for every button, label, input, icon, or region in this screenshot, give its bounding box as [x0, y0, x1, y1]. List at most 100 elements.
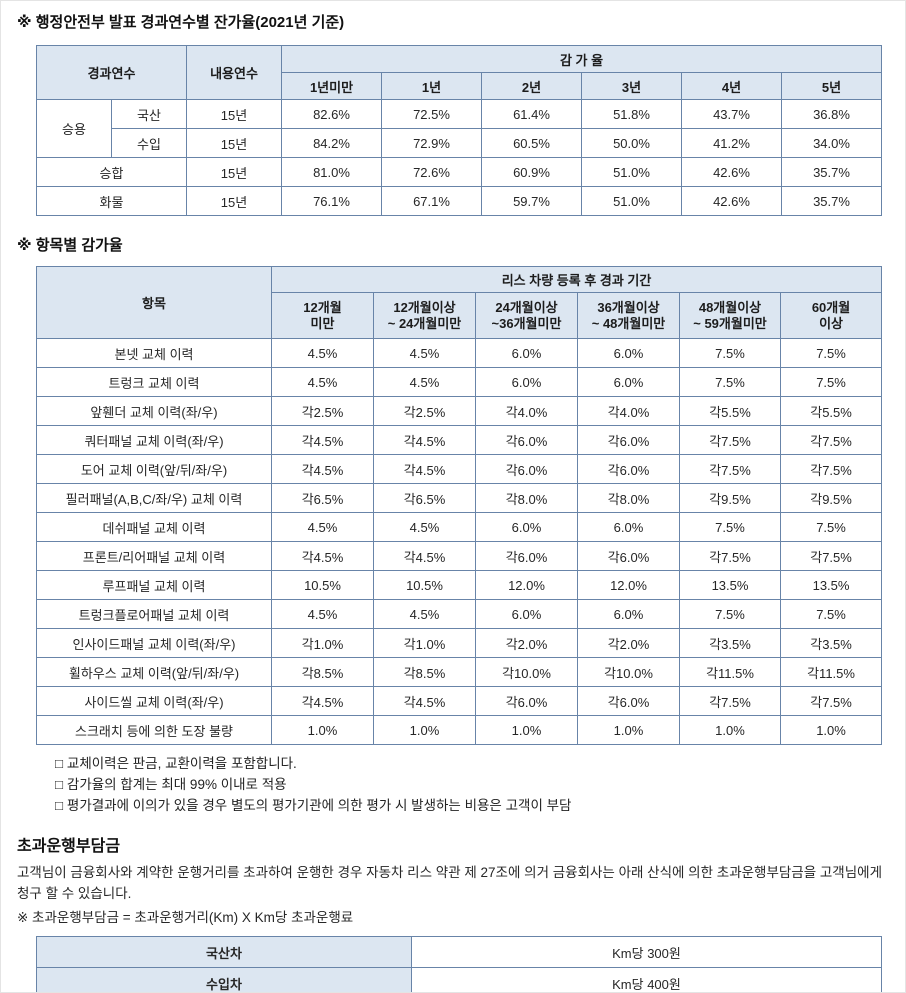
rate-cell: 7.5% [779, 338, 883, 368]
rate-cell: 61.4% [481, 99, 582, 129]
rate-cell: 84.2% [281, 128, 382, 158]
item-label: 트렁크 교체 이력 [36, 367, 272, 397]
rate-cell: 4.5% [271, 512, 374, 542]
rate-cell: 각4.5% [373, 686, 476, 716]
rate-cell: 1.0% [779, 715, 883, 745]
table-row: 앞휀더 교체 이력(좌/우) 각2.5% 각2.5% 각4.0% 각4.0% 각… [36, 396, 883, 426]
rate-cell: 각10.0% [577, 657, 680, 687]
rate-cell: 1.0% [373, 715, 476, 745]
header-period: 2년 [481, 72, 582, 100]
rate-cell: 7.5% [779, 367, 883, 397]
rate-cell: 4.5% [373, 367, 476, 397]
rate-cell: 1.0% [475, 715, 578, 745]
rate-cell: 각2.0% [475, 628, 578, 658]
table-row: 수입 15년 84.2% 72.9% 60.5% 50.0% 41.2% 34.… [37, 128, 883, 158]
rate-cell: 각4.5% [373, 425, 476, 455]
table-row: 스크래치 등에 의한 도장 불량 1.0% 1.0% 1.0% 1.0% 1.0… [36, 715, 883, 745]
rate-cell: 각1.0% [271, 628, 374, 658]
item-label: 도어 교체 이력(앞/뒤/좌/우) [36, 454, 272, 484]
charge-per-km: Km당 300원 [411, 936, 882, 968]
rate-cell: 6.0% [475, 512, 578, 542]
rate-cell: 각9.5% [679, 483, 781, 513]
item-label: 프론트/리어패널 교체 이력 [36, 541, 272, 571]
item-depreciation-section-title: ※ 항목별 감가율 [17, 237, 123, 254]
rate-cell: 1.0% [271, 715, 374, 745]
rate-cell: 각6.0% [475, 425, 578, 455]
rate-cell: 각10.0% [475, 657, 578, 687]
excess-table-body: 국산차 Km당 300원 수입차 Km당 400원 [36, 936, 882, 992]
rate-cell: 4.5% [271, 367, 374, 397]
rate-cell: 4.5% [373, 338, 476, 368]
rate-cell: 각6.0% [577, 454, 680, 484]
rate-cell: 각7.5% [679, 686, 781, 716]
life-cell: 15년 [186, 99, 282, 129]
rate-cell: 각1.0% [373, 628, 476, 658]
table-row: 데쉬패널 교체 이력 4.5% 4.5% 6.0% 6.0% 7.5% 7.5% [36, 512, 883, 542]
rate-cell: 각6.0% [475, 686, 578, 716]
excess-charge-description: 고객님이 금융회사와 계약한 운행거리를 초과하여 운행한 경우 자동차 리스 … [17, 865, 882, 901]
rate-cell: 각7.5% [679, 454, 781, 484]
rate-cell: 60.5% [481, 128, 582, 158]
rate-cell: 6.0% [475, 338, 578, 368]
item-label: 루프패널 교체 이력 [36, 570, 272, 600]
residual-rate-table: 경과연수 내용연수 감 가 율 1년미만 1년 2년 3년 4년 5년 승용 국… [36, 45, 883, 216]
rate-cell: 각8.0% [577, 483, 680, 513]
rate-cell: 각7.5% [679, 541, 781, 571]
rate-cell: 각4.5% [271, 686, 374, 716]
item-label: 필러패널(A,B,C/좌/우) 교체 이력 [36, 483, 272, 513]
rate-cell: 각7.5% [779, 425, 883, 455]
category-cell: 승합 [36, 157, 187, 187]
rate-cell: 51.8% [581, 99, 682, 129]
subcategory-cell: 국산 [111, 99, 187, 129]
rate-cell: 6.0% [577, 338, 680, 368]
rate-cell: 42.6% [681, 157, 782, 187]
table-row: 화물 15년 76.1% 67.1% 59.7% 51.0% 42.6% 35.… [36, 186, 883, 216]
rate-cell: 12.0% [475, 570, 578, 600]
rate-cell: 각7.5% [779, 454, 883, 484]
table-row: 루프패널 교체 이력 10.5% 10.5% 12.0% 12.0% 13.5%… [36, 570, 883, 600]
rate-cell: 72.9% [381, 128, 482, 158]
rate-cell: 각8.5% [373, 657, 476, 687]
rate-cell: 각4.0% [475, 396, 578, 426]
header-period: 48개월이상 ~ 59개월미만 [679, 292, 781, 339]
header-period: 12개월이상 ~ 24개월미만 [373, 292, 476, 339]
car-type-label: 국산차 [36, 936, 412, 968]
rate-cell: 76.1% [281, 186, 382, 216]
item-depreciation-table: 항목 리스 차량 등록 후 경과 기간 12개월 미만 12개월이상 ~ 24개… [36, 266, 883, 745]
item-label: 쿼터패널 교체 이력(좌/우) [36, 425, 272, 455]
header-period-group: 리스 차량 등록 후 경과 기간 [270, 266, 883, 293]
rate-cell: 각4.0% [577, 396, 680, 426]
rate-cell: 4.5% [373, 599, 476, 629]
rate-cell: 51.0% [581, 157, 682, 187]
item-header-row-1: 항목 리스 차량 등록 후 경과 기간 [36, 266, 883, 339]
rate-cell: 각9.5% [779, 483, 883, 513]
rate-cell: 7.5% [679, 367, 781, 397]
rate-cell: 6.0% [577, 512, 680, 542]
rate-cell: 각6.0% [577, 541, 680, 571]
rate-cell: 67.1% [381, 186, 482, 216]
rate-cell: 각4.5% [373, 454, 476, 484]
rate-cell: 35.7% [780, 186, 883, 216]
life-cell: 15년 [186, 157, 282, 187]
rate-cell: 10.5% [373, 570, 476, 600]
item-label: 스크래치 등에 의한 도장 불량 [36, 715, 272, 745]
rate-cell: 각2.5% [271, 396, 374, 426]
residual-rate-section-title: ※ 행정안전부 발표 경과연수별 잔가율(2021년 기준) [17, 14, 345, 31]
category-cell: 화물 [36, 186, 187, 216]
item-label: 데쉬패널 교체 이력 [36, 512, 272, 542]
residual-header-row-2: 1년미만 1년 2년 3년 4년 5년 [37, 72, 883, 100]
car-type-label: 수입차 [36, 967, 412, 992]
table-row: 트렁크 교체 이력 4.5% 4.5% 6.0% 6.0% 7.5% 7.5% [36, 367, 883, 397]
rate-cell: 81.0% [281, 157, 382, 187]
residual-header-row-1: 경과연수 내용연수 감 가 율 [36, 45, 883, 100]
rate-cell: 각3.5% [779, 628, 883, 658]
rate-cell: 7.5% [679, 512, 781, 542]
rate-cell: 각4.5% [373, 541, 476, 571]
rate-cell: 각4.5% [271, 454, 374, 484]
rate-cell: 72.6% [381, 157, 482, 187]
rate-cell: 34.0% [780, 128, 883, 158]
table-row: 휠하우스 교체 이력(앞/뒤/좌/우) 각8.5% 각8.5% 각10.0% 각… [36, 657, 883, 687]
life-cell: 15년 [186, 186, 282, 216]
rate-cell: 각7.5% [679, 425, 781, 455]
